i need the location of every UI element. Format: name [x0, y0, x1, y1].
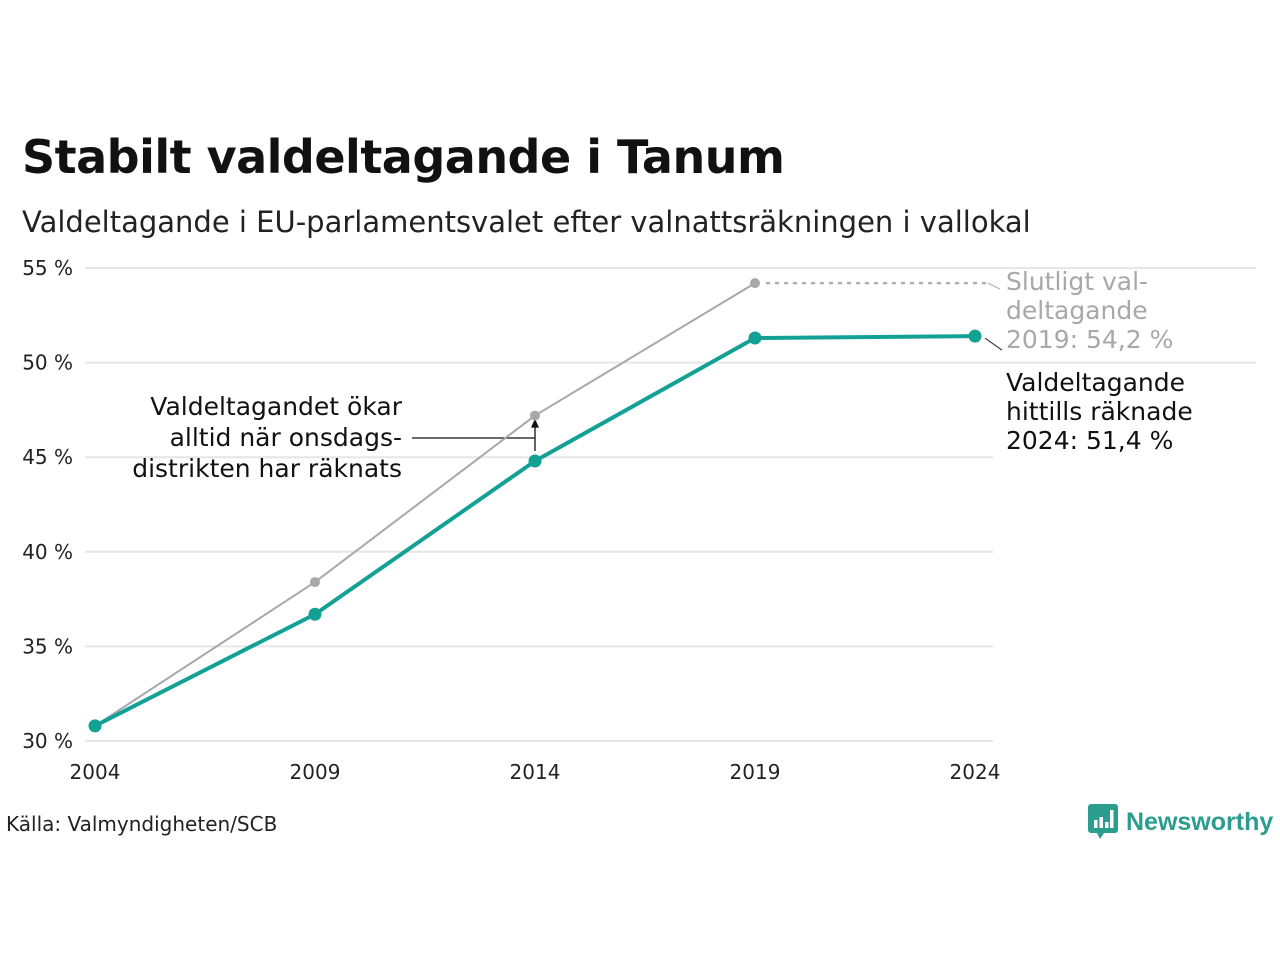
y-tick-label: 40 %: [22, 540, 73, 564]
current-turnout-point: [748, 331, 762, 345]
current-turnout-point: [88, 719, 102, 733]
current-turnout-point: [308, 607, 322, 621]
current-label-leader: [984, 337, 1003, 351]
newsworthy-icon: [1088, 804, 1118, 839]
y-tick-label: 55 %: [22, 256, 73, 280]
final-turnout-point: [310, 577, 320, 588]
annotations: Slutligt val-deltagande 2019: 54,2 % Valde…: [132, 267, 1192, 483]
y-axis-tick-labels: 30 % 35 % 40 % 45 % 50 % 55 %: [22, 256, 73, 753]
y-tick-label: 30 %: [22, 729, 73, 753]
chart-subtitle: Valdeltagande i EU-parlamentsvalet efter…: [22, 205, 1031, 239]
current-turnout-label: Valdeltagande hittills räknade 2024: 51,4 …: [1006, 368, 1193, 455]
final-turnout-label: Slutligt val-deltagande 2019: 54,2 %: [1006, 267, 1173, 354]
gridlines: [85, 267, 1256, 742]
series: [88, 278, 982, 733]
x-tick-label: 2009: [290, 760, 341, 784]
final-turnout-point: [750, 278, 760, 289]
x-axis-tick-labels: 2004 2009 2014 2019 2024: [70, 760, 1001, 784]
y-tick-label: 45 %: [22, 445, 73, 469]
increase-note: Valdeltagandet ökar alltid när onsdags-di…: [132, 392, 402, 483]
x-tick-label: 2024: [950, 760, 1001, 784]
y-tick-label: 35 %: [22, 634, 73, 658]
annotation-leaders: [412, 281, 1003, 451]
current-turnout-point: [528, 454, 542, 468]
newsworthy-logo[interactable]: Newsworthy: [1088, 804, 1273, 840]
chart-title: Stabilt valdeltagande i Tanum: [22, 130, 785, 184]
final-turnout-line: [94, 282, 756, 727]
final-turnout-point: [530, 410, 540, 421]
x-tick-label: 2019: [730, 760, 781, 784]
current-turnout-point: [968, 329, 982, 343]
x-tick-label: 2014: [510, 760, 561, 784]
y-tick-label: 50 %: [22, 351, 73, 375]
note-arrowhead: [531, 418, 539, 428]
source-note: Källa: Valmyndigheten/SCB: [6, 812, 278, 836]
brand-name: Newsworthy: [1126, 807, 1274, 836]
final-label-leader: [987, 282, 1001, 290]
x-tick-label: 2004: [70, 760, 121, 784]
